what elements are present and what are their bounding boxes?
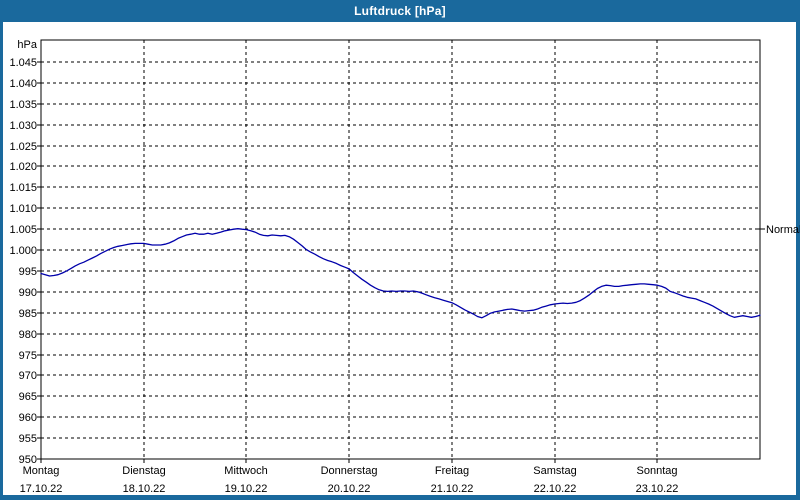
y-tick-label: 990	[19, 287, 37, 299]
x-day-label: Mittwoch	[224, 465, 267, 477]
x-day-label: Montag	[23, 465, 60, 477]
y-tick-label: 980	[19, 329, 37, 341]
window-border-right	[796, 22, 800, 500]
y-tick-label: 995	[19, 266, 37, 278]
x-day-label: Samstag	[533, 465, 576, 477]
y-tick-label: 950	[19, 454, 37, 466]
pressure-curve	[40, 228, 761, 319]
y-tick-label: 1.030	[9, 120, 37, 132]
x-day-label: Dienstag	[122, 465, 165, 477]
x-date-label: 21.10.22	[431, 483, 474, 495]
x-date-label: 17.10.22	[20, 483, 63, 495]
window-title: Luftdruck [hPa]	[354, 4, 446, 18]
y-tick-label: 1.005	[9, 224, 37, 236]
x-date-label: 23.10.22	[636, 483, 679, 495]
x-day-label: Freitag	[435, 465, 469, 477]
x-date-label: 18.10.22	[123, 483, 166, 495]
normal-marker-label: Normal	[766, 224, 800, 236]
y-tick-label: 965	[19, 391, 37, 403]
window-border-left	[0, 22, 3, 500]
y-tick-label: 960	[19, 412, 37, 424]
window-border-bottom	[0, 495, 800, 500]
plot-border	[40, 39, 761, 460]
y-tick-label: 970	[19, 370, 37, 382]
y-tick-label: 1.035	[9, 99, 37, 111]
x-day-label: Sonntag	[637, 465, 678, 477]
y-tick-label: 1.020	[9, 161, 37, 173]
y-tick-label: 1.000	[9, 245, 37, 257]
y-axis-unit-label: hPa	[17, 39, 37, 51]
x-day-label: Donnerstag	[321, 465, 378, 477]
y-tick-label: 1.010	[9, 203, 37, 215]
titlebar: Luftdruck [hPa]	[0, 0, 800, 22]
y-tick-label: 1.025	[9, 141, 37, 153]
y-tick-label: 975	[19, 350, 37, 362]
x-date-label: 20.10.22	[328, 483, 371, 495]
y-tick-label: 1.045	[9, 57, 37, 69]
y-tick-label: 1.040	[9, 78, 37, 90]
y-tick-label: 985	[19, 308, 37, 320]
y-tick-label: 1.015	[9, 182, 37, 194]
x-date-label: 22.10.22	[534, 483, 577, 495]
y-tick-label: 955	[19, 433, 37, 445]
x-date-label: 19.10.22	[225, 483, 268, 495]
